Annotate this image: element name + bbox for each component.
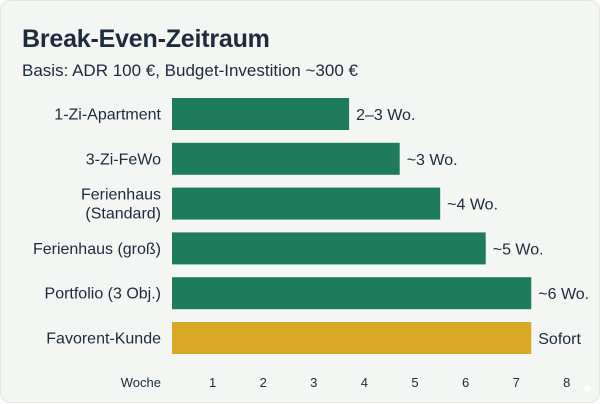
bar-5 bbox=[172, 322, 532, 354]
bar-1 bbox=[172, 142, 400, 175]
category-label-4: Portfolio (3 Obj.) bbox=[45, 286, 161, 303]
x-tick-label-0: 1 bbox=[209, 375, 216, 390]
x-tick-label-1: 2 bbox=[260, 375, 267, 390]
value-label-2: ~4 Wo. bbox=[447, 197, 498, 214]
category-label-3: Ferienhaus (groß) bbox=[33, 241, 161, 258]
category-label-0: 1-Zi-Apartment bbox=[54, 107, 161, 124]
category-label-1: 3-Zi-FeWo bbox=[86, 151, 161, 168]
value-label-4: ~6 Wo. bbox=[538, 286, 589, 303]
x-tick-label-6: 7 bbox=[513, 375, 520, 390]
chart-title: Break-Even-Zeitraum bbox=[22, 25, 270, 53]
bar-0 bbox=[172, 98, 350, 130]
category-label-2: Ferienhaus (Standard) bbox=[81, 187, 161, 223]
bar-3 bbox=[172, 232, 486, 265]
bar-2 bbox=[172, 187, 441, 220]
x-tick-label-7: 8 bbox=[563, 375, 570, 390]
value-label-3: ~5 Wo. bbox=[493, 241, 544, 258]
x-tick-label-2: 3 bbox=[310, 375, 317, 390]
sparkle-icon: ✦ bbox=[579, 379, 595, 399]
x-tick-label-5: 6 bbox=[462, 375, 469, 390]
bar-4 bbox=[172, 277, 532, 310]
chart-subtitle: Basis: ADR 100 €, Budget-Investition ~30… bbox=[22, 61, 358, 80]
value-label-5: Sofort bbox=[538, 331, 581, 348]
value-label-0: 2–3 Wo. bbox=[356, 107, 415, 124]
x-axis-label: Woche bbox=[121, 375, 161, 390]
x-tick-label-4: 5 bbox=[411, 375, 418, 390]
value-label-1: ~3 Wo. bbox=[407, 152, 458, 169]
category-label-5: Favorent-Kunde bbox=[46, 331, 161, 348]
x-tick-label-3: 4 bbox=[361, 375, 368, 390]
